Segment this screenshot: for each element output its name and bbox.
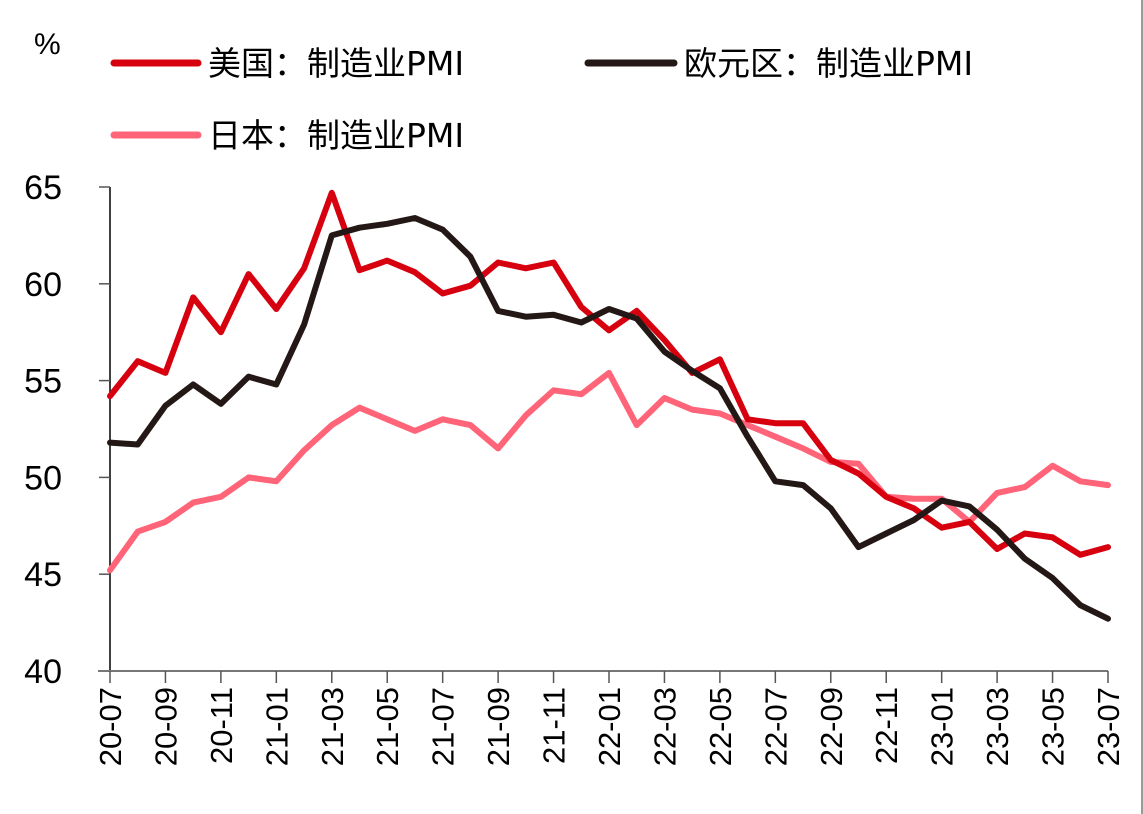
x-tick-label: 23-01 <box>925 687 960 766</box>
series-line-0 <box>107 189 1111 558</box>
x-tick-label: 21-01 <box>259 687 294 766</box>
x-tick-label: 20-09 <box>148 687 183 766</box>
x-tick-label: 22-01 <box>592 687 627 766</box>
x-tick-label: 20-07 <box>93 687 128 766</box>
x-tick-label: 22-09 <box>814 687 849 766</box>
series-line-1 <box>107 215 1111 622</box>
x-tick-label: 21-11 <box>537 687 572 764</box>
x-tick-label: 21-05 <box>370 687 405 766</box>
legend-item: 欧元区：制造业PMI <box>584 44 973 83</box>
x-tick-label: 22-03 <box>647 687 682 766</box>
legend-label: 美国：制造业PMI <box>208 44 464 83</box>
y-tick-label: 40 <box>24 653 62 691</box>
x-tick-label: 21-09 <box>481 687 516 766</box>
x-tick-label: 22-07 <box>758 687 793 766</box>
y-tick-label: 45 <box>24 556 62 594</box>
y-unit-label: % <box>34 28 61 61</box>
image-border <box>1141 0 1143 814</box>
x-tick-label: 21-07 <box>426 687 461 766</box>
x-tick-label: 22-05 <box>703 687 738 766</box>
x-tick-label: 23-07 <box>1091 687 1126 766</box>
y-tick-label: 60 <box>24 266 62 304</box>
y-axis: 40 45 50 55 60 65 <box>24 169 111 691</box>
x-tick-label: 23-03 <box>980 687 1015 766</box>
x-tick-label: 21-03 <box>315 687 350 766</box>
x-tick-label: 22-11 <box>869 687 904 764</box>
legend-item: 美国：制造业PMI <box>110 44 464 83</box>
series-layer <box>107 189 1111 622</box>
x-tick-label: 23-05 <box>1036 687 1071 766</box>
x-axis: 20-07 20-09 20-11 21-01 21-03 21-05 21-07 21-09… <box>93 670 1126 766</box>
y-tick-label: 65 <box>24 169 62 207</box>
legend-item: 日本：制造业PMI <box>110 116 464 155</box>
x-tick-label: 20-11 <box>204 687 239 764</box>
y-tick-label: 55 <box>24 363 62 401</box>
legend: 美国：制造业PMI 欧元区：制造业PMI 日本：制造业PMI <box>110 44 973 155</box>
legend-label: 欧元区：制造业PMI <box>684 44 973 83</box>
y-tick-label: 50 <box>24 459 62 497</box>
legend-label: 日本：制造业PMI <box>208 116 464 155</box>
series-line-2 <box>107 369 1111 574</box>
